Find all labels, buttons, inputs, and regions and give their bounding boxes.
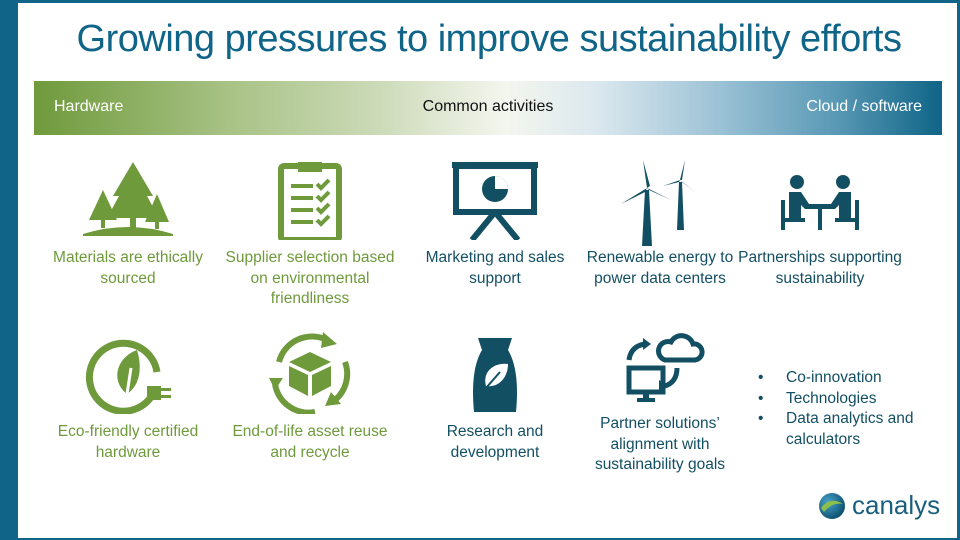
item-partnerships: Partnerships supporting sustainability <box>730 160 910 289</box>
item-label: Partnerships supporting sustainability <box>738 249 902 287</box>
frame-left <box>0 0 18 540</box>
bullet-item: Co-innovation <box>758 368 948 389</box>
eco-plug-icon <box>85 339 171 414</box>
clipboard-checklist-icon <box>278 162 342 240</box>
item-end-of-life: End-of-life asset reuse and recycle <box>220 332 400 463</box>
item-renewable: Renewable energy to power data centers <box>570 160 750 289</box>
meeting-people-icon <box>781 175 859 230</box>
frame-right <box>957 0 960 540</box>
cloud-computer-sync-icon <box>626 333 705 402</box>
item-partner-solutions: Partner solutions’ alignment with sustai… <box>570 332 750 476</box>
seed-bag-icon <box>473 338 517 412</box>
item-label: Research and development <box>446 423 544 461</box>
globe-icon <box>819 492 845 519</box>
partnership-bullets: Co-innovation Technologies Data analytic… <box>758 368 948 450</box>
band-common-label: Common activities <box>422 98 554 115</box>
item-marketing: Marketing and sales support <box>405 160 585 289</box>
item-eco-hardware: Eco-friendly certified hardware <box>38 332 218 463</box>
item-label: Materials are ethically sourced <box>53 249 203 287</box>
gradient-band: Hardware Common activities Cloud / softw… <box>34 81 942 135</box>
trees-icon <box>83 162 173 236</box>
canalys-logo: canalys <box>818 490 940 521</box>
band-cloud-label: Cloud / software <box>806 98 922 115</box>
bullet-item: Technologies <box>758 389 948 410</box>
item-label: Renewable energy to power data centers <box>586 249 734 287</box>
presentation-pie-chart-icon <box>452 162 538 240</box>
frame-top <box>0 0 960 3</box>
item-label: End-of-life asset reuse and recycle <box>232 423 388 461</box>
item-label: Eco-friendly certified hardware <box>57 423 199 461</box>
item-label: Supplier selection based on environmenta… <box>225 249 395 307</box>
item-supplier: Supplier selection based on environmenta… <box>220 160 400 310</box>
frame-bottom <box>0 538 960 540</box>
band-hardware-label: Hardware <box>54 98 124 115</box>
item-label: Partner solutions’ alignment with sustai… <box>594 415 726 473</box>
slide-title: Growing pressures to improve sustainabil… <box>76 18 902 60</box>
item-label: Marketing and sales support <box>425 249 565 287</box>
recycle-box-icon <box>269 332 351 414</box>
bullet-item: Data analytics and calculators <box>758 409 948 450</box>
item-research: Research and development <box>405 332 585 463</box>
wind-turbine-icon <box>621 160 695 246</box>
logo-text: canalys <box>852 490 941 520</box>
item-materials: Materials are ethically sourced <box>38 160 218 289</box>
